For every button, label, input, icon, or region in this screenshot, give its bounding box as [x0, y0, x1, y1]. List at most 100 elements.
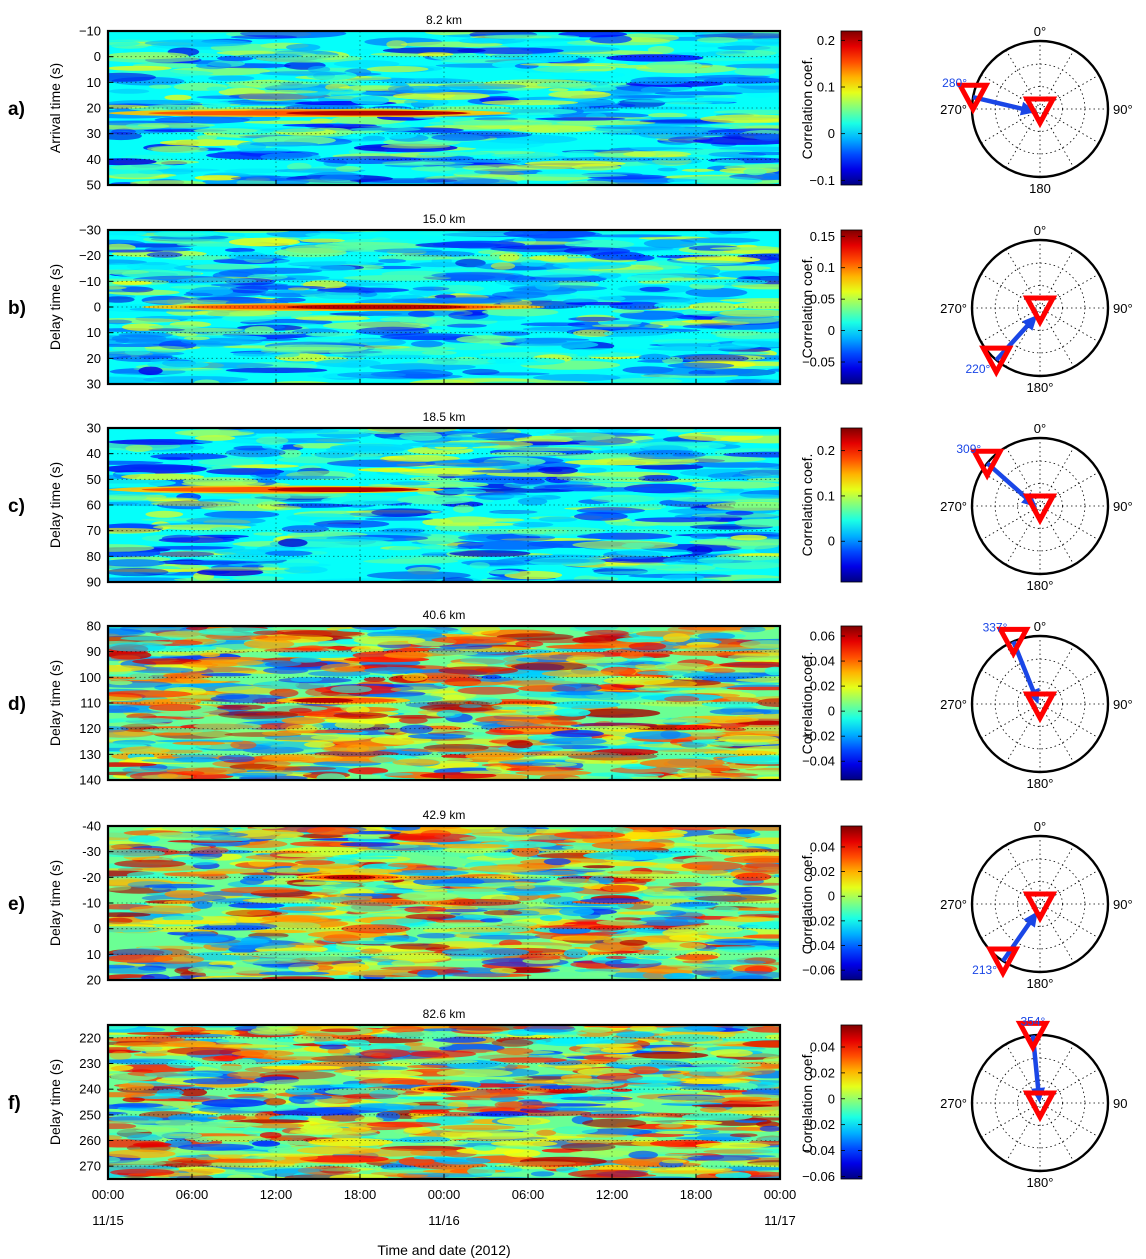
- y-axis-label: Delay time (s): [47, 462, 63, 548]
- heatmap-cell: [122, 1097, 145, 1103]
- heatmap-cell: [409, 1109, 450, 1114]
- heatmap-cell: [477, 250, 506, 255]
- heatmap-cell: [108, 319, 133, 325]
- source-station-marker: [1015, 1020, 1051, 1053]
- heatmap-cell: [512, 522, 554, 528]
- heatmap-cell: [333, 712, 389, 719]
- heatmap-cell: [215, 1039, 248, 1045]
- heatmap-cell: [762, 1056, 780, 1065]
- heatmap: [108, 428, 780, 582]
- heatmap-cell: [439, 516, 497, 526]
- heatmap-cell: [528, 557, 606, 567]
- heatmap-cell: [401, 442, 500, 447]
- heatmap-cell: [250, 141, 318, 147]
- heatmap-cell: [634, 719, 689, 723]
- y-tick-label: 20: [87, 351, 101, 366]
- heatmap-cell: [578, 467, 607, 474]
- heatmap-cell: [594, 570, 690, 575]
- heatmap-cell: [392, 91, 490, 101]
- panel-label: a): [8, 99, 25, 120]
- heatmap-cell: [399, 431, 443, 441]
- heatmap-cell: [145, 345, 187, 353]
- heatmap-cell: [709, 708, 772, 715]
- heatmap-cell: [662, 633, 691, 643]
- heatmap-cell: [369, 239, 440, 244]
- heatmap-cell: [729, 1133, 758, 1138]
- heatmap: [108, 230, 780, 384]
- heatmap-cell: [235, 285, 326, 290]
- heatmap-cell: [654, 910, 687, 916]
- heatmap-cell: [164, 560, 259, 565]
- heatmap-cell: [184, 859, 219, 866]
- heatmap-cell: [748, 851, 780, 857]
- heatmap-cell: [439, 1124, 516, 1130]
- heatmap-cell: [596, 919, 647, 926]
- heatmap-cell: [383, 651, 433, 659]
- heatmap-cell: [604, 759, 633, 765]
- rose-label-south: 180°: [1027, 380, 1054, 395]
- heatmap-cell: [490, 1031, 579, 1035]
- heatmap-cell: [617, 95, 705, 99]
- azimuth-label: 220°: [965, 362, 990, 376]
- heatmap-cell: [445, 971, 511, 978]
- heatmap-cell: [675, 724, 713, 731]
- source-station-marker: [979, 345, 1014, 378]
- heatmap-cell: [252, 1140, 281, 1147]
- heatmap-cell: [638, 955, 672, 960]
- heatmap-cell: [469, 562, 490, 569]
- heatmap-cell: [459, 477, 545, 483]
- heatmap-cell: [572, 725, 628, 731]
- heatmap-cell: [713, 906, 739, 912]
- heatmap-cell: [121, 473, 205, 480]
- heatmap-cell: [218, 710, 299, 719]
- colorbar-gradient: [840, 30, 863, 186]
- receiver-station-marker: [1022, 493, 1058, 526]
- y-tick-label: -40: [82, 819, 101, 834]
- heatmap-cell: [184, 1121, 263, 1128]
- heatmap-cell: [319, 1167, 353, 1174]
- heatmap-cell: [341, 1069, 423, 1078]
- heatmap-cell: [446, 323, 487, 328]
- heatmap-cell: [581, 1128, 652, 1136]
- heatmap-cell: [584, 629, 629, 637]
- heatmap-cell: [305, 332, 356, 337]
- colorbar-tick-label: 0: [828, 323, 835, 338]
- heatmap-cell: [153, 954, 205, 964]
- heatmap-cell: [564, 239, 635, 249]
- heatmap-cell: [755, 1121, 780, 1128]
- heatmap-cell: [623, 521, 661, 527]
- heatmap-cell: [690, 462, 780, 468]
- heatmap-cell: [108, 567, 169, 577]
- heatmap-cell: [616, 548, 693, 557]
- heatmap-cell: [364, 517, 434, 521]
- heatmap-cell: [555, 1166, 579, 1173]
- heatmap-cell: [320, 1028, 361, 1033]
- heatmap-cell: [666, 963, 716, 968]
- heatmap-cell: [154, 739, 244, 743]
- heatmap-cell: [448, 311, 489, 320]
- heatmap-cell: [137, 122, 216, 128]
- heatmap-cell: [350, 95, 390, 105]
- rose-label-north: 0°: [1034, 619, 1046, 634]
- heatmap-cell: [710, 1049, 753, 1057]
- heatmap-cell: [108, 1120, 171, 1124]
- heatmap-cell: [433, 285, 485, 292]
- heatmap-cell: [679, 689, 743, 694]
- y-tick-label: 70: [87, 523, 101, 538]
- heatmap-cell: [518, 173, 628, 178]
- heatmap-cell: [538, 516, 578, 522]
- heatmap-cell: [551, 730, 604, 738]
- heatmap-cell: [536, 1129, 557, 1136]
- heatmap-cell: [241, 564, 264, 569]
- heatmap-cell: [337, 372, 407, 378]
- heatmap-cell: [357, 291, 378, 297]
- heatmap-cell: [742, 1040, 780, 1048]
- heatmap-cell: [350, 127, 421, 132]
- heatmap-cell: [279, 81, 303, 86]
- heatmap-cell: [325, 83, 350, 91]
- heatmap-cell: [511, 847, 540, 857]
- heatmap-cell: [517, 1135, 586, 1139]
- rose-spoke: [1005, 844, 1075, 964]
- heatmap-cell: [458, 704, 482, 709]
- heatmap-cell: [381, 270, 447, 278]
